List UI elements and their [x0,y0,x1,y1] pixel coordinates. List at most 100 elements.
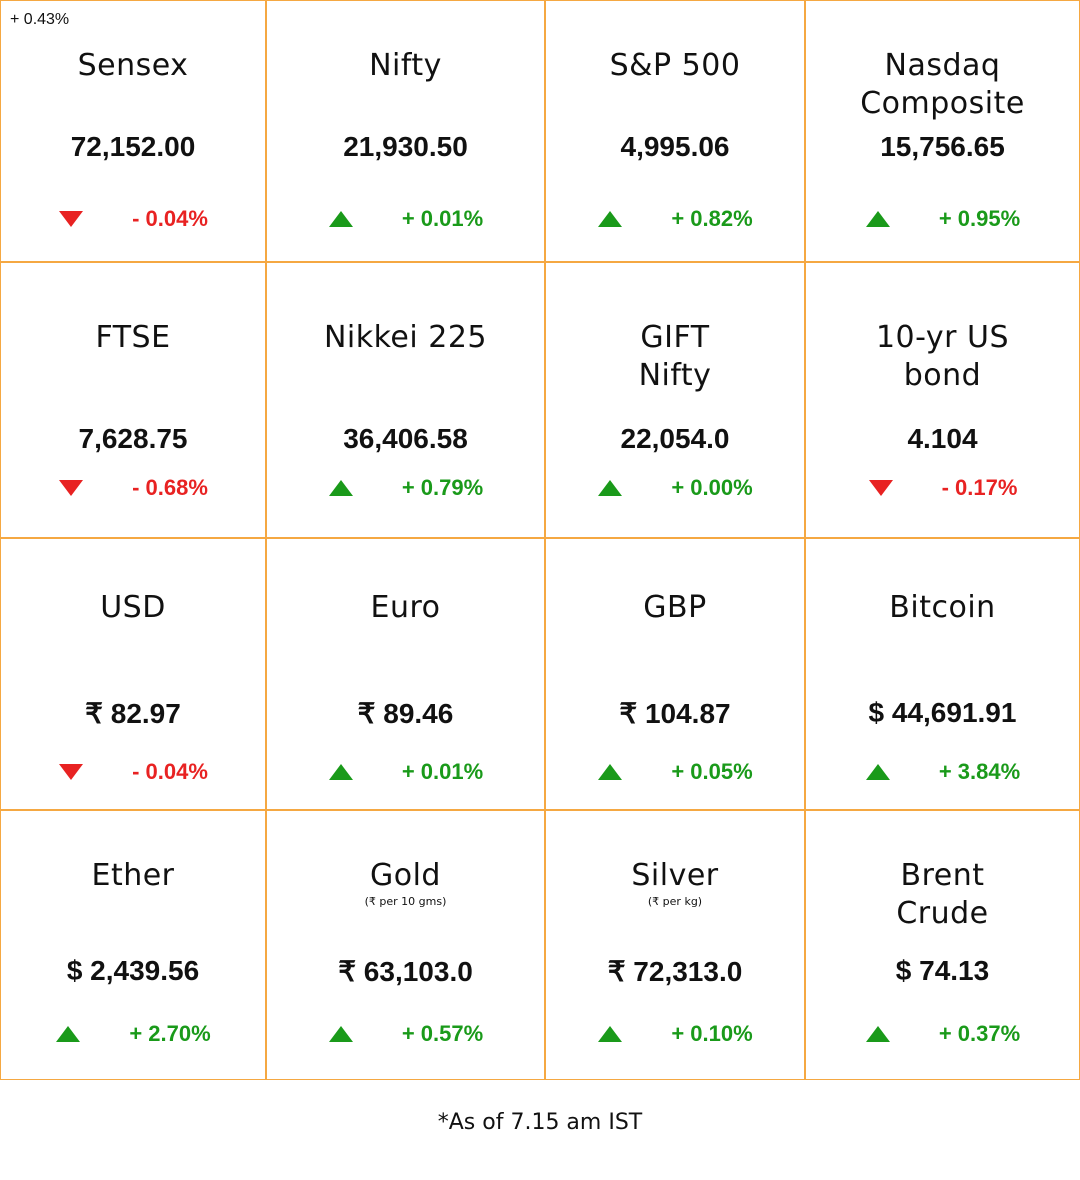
cell-value: ₹ 82.97 [85,698,181,729]
market-cell: Nikkei 225 36,406.58 + 0.79% [266,262,545,538]
arrow-shape [59,480,84,496]
change-row: - 0.17% [806,475,1079,501]
cell-value: 7,628.75 [78,423,188,454]
title-line: Composite [860,86,1025,121]
market-cell: FTSE 7,628.75 - 0.68% [0,262,266,538]
cell-title: Ether [1,857,265,895]
title-line: bond [903,358,982,393]
arrow-shape [328,1026,353,1042]
change-text: + 0.79% [401,475,484,500]
change-row: + 0.57% [267,1021,544,1047]
change-text: - 0.17% [941,475,1018,500]
title-line: GBP [643,590,707,625]
change-row: + 0.10% [546,1021,804,1047]
direction-arrow [868,480,893,496]
cell-title: USD [1,589,265,627]
direction-arrow [598,480,623,496]
cell-value: $ 74.13 [895,955,990,986]
direction-arrow [56,1026,81,1042]
change-row: + 0.37% [806,1021,1079,1047]
direction-arrow [59,480,84,496]
direction-arrow [598,211,623,227]
title-line: S&P 500 [609,48,741,83]
direction-arrow [598,1026,623,1042]
change-text: + 0.82% [671,206,753,231]
title-line: FTSE [95,320,171,355]
change-row: + 0.95% [806,206,1079,232]
title-line: Crude [896,896,989,931]
direction-arrow [328,480,353,496]
change-text: + 2.70% [129,1021,211,1046]
title-line: Sensex [77,48,189,83]
change-row: + 0.79% [267,475,544,501]
market-cell: Bitcoin $ 44,691.91 + 3.84% [805,538,1080,810]
cell-value: $ 2,439.56 [66,955,200,986]
footnote: *As of 7.15 am IST [437,1110,643,1135]
cell-title: Bitcoin [806,589,1079,627]
direction-arrow [328,1026,353,1042]
change-row: + 0.05% [546,759,804,785]
title-line: Nasdaq [884,48,1001,83]
arrow-shape [598,211,623,227]
title-line: GIFT [640,320,710,355]
direction-arrow [865,211,890,227]
market-cell: Ether $ 2,439.56 + 2.70% [0,810,266,1080]
change-text: + 3.84% [938,759,1021,784]
cell-value: ₹ 104.87 [619,698,731,729]
market-cell: Euro ₹ 89.46 + 0.01% [266,538,545,810]
cell-value: $ 44,691.91 [868,697,1017,728]
change-text: + 0.37% [938,1021,1021,1046]
cell-value: ₹ 72,313.0 [607,956,743,987]
cell-value: ₹ 89.46 [357,698,454,729]
cell-title: 10-yr US bond [806,319,1079,395]
direction-arrow [865,764,890,780]
arrow-shape [328,211,353,227]
market-grid: Sensex 72,152.00 - 0.04% Nifty 21,930.50 + 0.… [0,0,1080,1080]
cell-title: Euro [267,589,544,627]
market-cell: Nasdaq Composite 15,756.65 + 0.95% [805,0,1080,262]
title-line: Bitcoin [889,590,996,625]
market-cell: S&P 500 4,995.06 + 0.82% [545,0,805,262]
arrow-shape [865,1026,890,1042]
change-row: + 3.84% [806,759,1079,785]
cell-value: 21,930.50 [343,131,468,162]
cell-title: Nasdaq Composite [806,47,1079,123]
market-cell: USD ₹ 82.97 - 0.04% [0,538,266,810]
arrow-shape [59,764,84,780]
change-text: + 0.01% [401,759,484,784]
title-line: Nifty [369,48,442,83]
cell-title: Silver (₹ per kg) [546,857,804,909]
market-cell: GBP ₹ 104.87 + 0.05% [545,538,805,810]
title-line: Nifty [638,358,712,393]
change-text: - 0.68% [132,475,208,500]
change-text: + 0.00% [671,475,753,500]
change-text: + 0.57% [401,1021,484,1046]
direction-arrow [328,211,353,227]
direction-arrow [59,211,84,227]
change-row: + 0.01% [267,206,544,232]
direction-arrow [865,1026,890,1042]
cell-title: Brent Crude [806,857,1079,933]
title-line: Ether [91,858,175,893]
corner-note: + 0.43% [10,11,70,28]
cell-title: FTSE [1,319,265,357]
direction-arrow [59,764,84,780]
arrow-shape [59,211,84,227]
market-cell: Sensex 72,152.00 - 0.04% [0,0,266,262]
cell-value: 36,406.58 [343,423,468,454]
title-line: Silver [631,858,719,893]
direction-arrow [328,764,353,780]
title-line: Gold [370,858,441,893]
direction-arrow [598,764,623,780]
title-line: Euro [370,590,441,625]
market-cell: Brent Crude $ 74.13 + 0.37% [805,810,1080,1080]
arrow-shape [598,480,623,496]
arrow-shape [865,211,890,227]
arrow-shape [865,764,890,780]
cell-value: 22,054.0 [620,423,730,454]
arrow-shape [598,764,623,780]
change-row: - 0.04% [1,759,265,785]
change-row: + 0.00% [546,475,804,501]
change-text: - 0.04% [132,206,208,231]
